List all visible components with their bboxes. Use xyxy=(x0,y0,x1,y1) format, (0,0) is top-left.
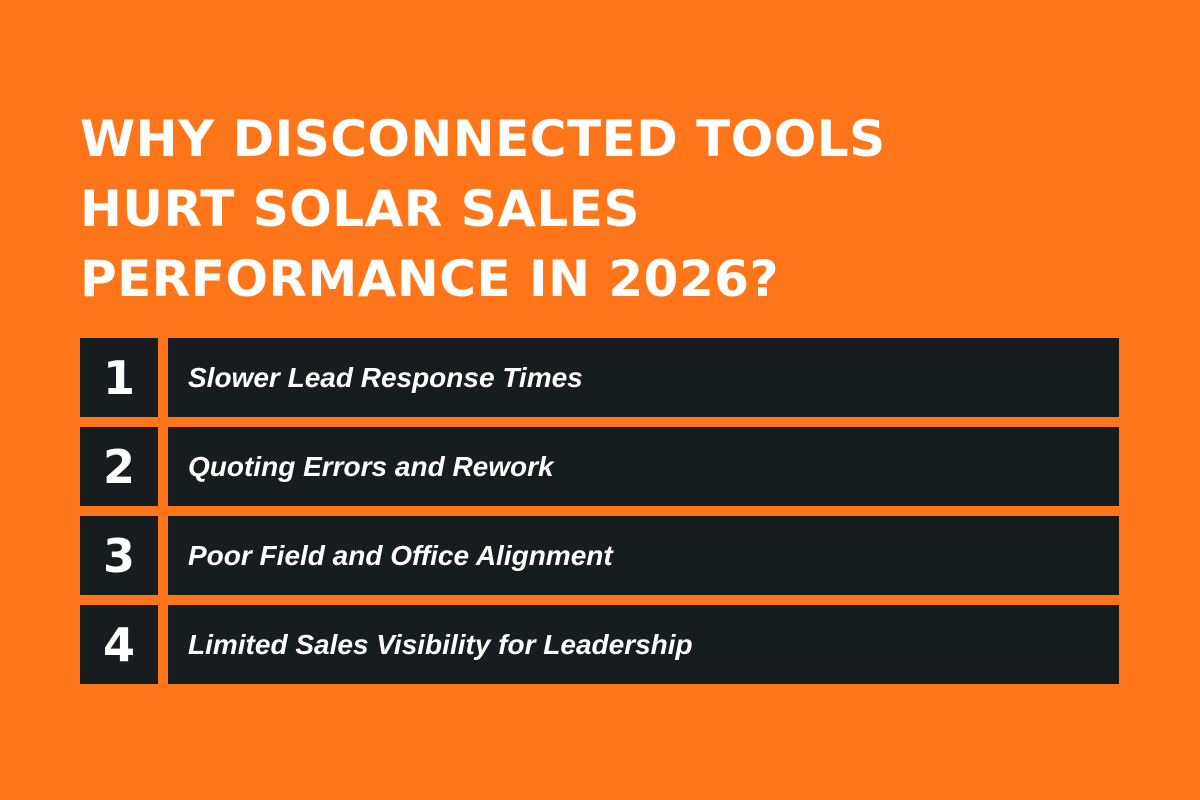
item-number-badge: 3 xyxy=(80,516,158,595)
item-label: Poor Field and Office Alignment xyxy=(168,516,1119,595)
item-number-badge: 2 xyxy=(80,427,158,506)
item-label: Limited Sales Visibility for Leadership xyxy=(168,605,1119,684)
title-line-3: PERFORMANCE IN 2026? xyxy=(80,250,780,308)
list-item: 4 Limited Sales Visibility for Leadershi… xyxy=(80,605,1120,684)
page-title: WHY DISCONNECTED TOOLS HURT SOLAR SALES … xyxy=(80,104,886,314)
list-item: 3 Poor Field and Office Alignment xyxy=(80,516,1120,595)
list-item: 1 Slower Lead Response Times xyxy=(80,338,1120,417)
item-label: Slower Lead Response Times xyxy=(168,338,1119,417)
title-line-2: HURT SOLAR SALES xyxy=(80,180,640,238)
item-label: Quoting Errors and Rework xyxy=(168,427,1119,506)
numbered-list: 1 Slower Lead Response Times 2 Quoting E… xyxy=(80,338,1120,694)
item-number-badge: 1 xyxy=(80,338,158,417)
item-number-badge: 4 xyxy=(80,605,158,684)
title-line-1: WHY DISCONNECTED TOOLS xyxy=(80,110,886,168)
list-item: 2 Quoting Errors and Rework xyxy=(80,427,1120,506)
